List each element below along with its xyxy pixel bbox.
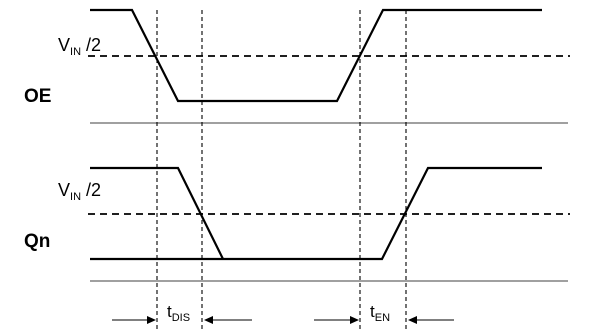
ten-right-arrowhead (408, 316, 417, 324)
tdis-right-arrowhead (204, 316, 213, 324)
qn-ref-suffix: /2 (81, 180, 101, 200)
tdis-main: t (167, 302, 172, 321)
oe-ref-suffix: /2 (81, 35, 101, 55)
ten-left-arrowhead (350, 316, 359, 324)
tdis-sub: DIS (172, 312, 190, 324)
tdis-left-arrowhead (147, 316, 156, 324)
qn-low-waveform (90, 166, 542, 261)
qn-ref-sub: IN (70, 191, 81, 203)
oe-ref-main: V (58, 35, 70, 55)
oe-reference-level-label: VIN /2 (58, 35, 101, 58)
qn-high-to-z-waveform (90, 166, 224, 260)
ten-main: t (370, 302, 375, 321)
qn-ref-main: V (58, 180, 70, 200)
oe-waveform (90, 8, 542, 103)
ten-label: tEN (370, 302, 390, 324)
ten-sub: EN (375, 312, 390, 324)
qn-signal-label: Qn (24, 231, 50, 252)
oe-signal-label: OE (24, 86, 51, 107)
qn-reference-level-label: VIN /2 (58, 180, 101, 203)
oe-ref-sub: IN (70, 46, 81, 58)
tdis-label: tDIS (167, 302, 190, 324)
